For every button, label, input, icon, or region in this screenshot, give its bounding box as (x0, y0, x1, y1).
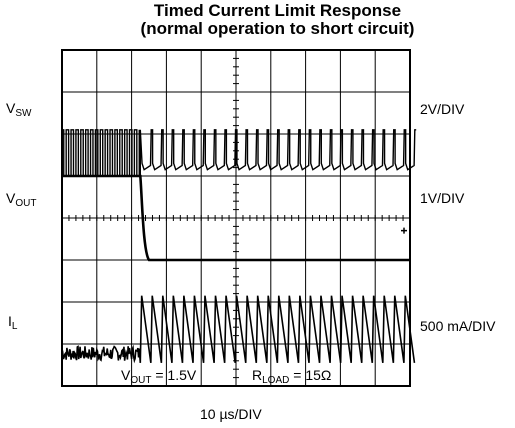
annotation-vout: VOUT = 1.5V (121, 367, 197, 386)
vout-trace (62, 174, 410, 262)
channel-scale-il: 500 mA/DIV (420, 318, 496, 334)
channel-scale-vout: 1V/DIV (420, 190, 465, 206)
channel-label-vsw: VSW (6, 100, 32, 119)
trigger-marker (401, 227, 407, 234)
vsw-trace (62, 129, 417, 177)
il-trace (61, 295, 416, 364)
annotation-rload: RLOAD = 15Ω (252, 367, 332, 386)
channel-label-il: IL (8, 313, 18, 332)
scope-traces (61, 129, 417, 364)
chart-title: Timed Current Limit Response (153, 1, 402, 20)
chart-subtitle: (normal operation to short circuit) (140, 19, 415, 38)
channel-label-vout: VOUT (6, 190, 37, 209)
x-scale-label: 10 µs/DIV (200, 406, 262, 422)
channel-scale-vsw: 2V/DIV (420, 101, 465, 117)
